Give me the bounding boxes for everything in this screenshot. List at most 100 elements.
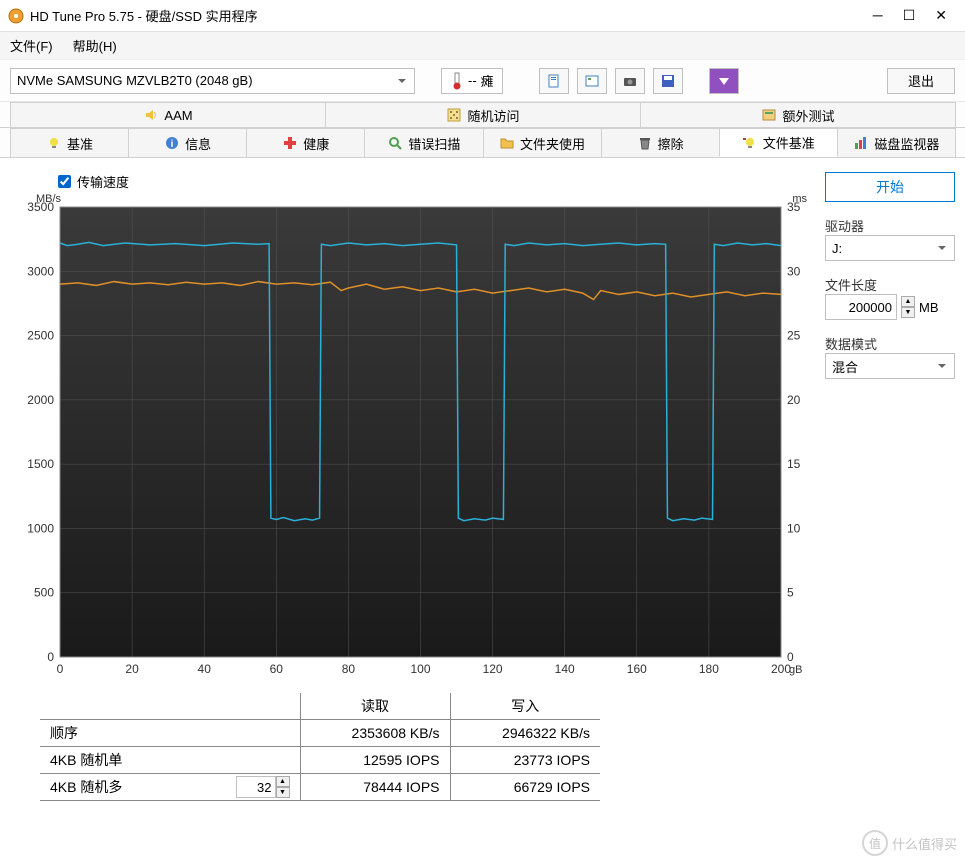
queue-depth-input[interactable]: [236, 776, 276, 798]
tab-benchmark[interactable]: 基准: [10, 128, 129, 157]
scan-icon: [387, 135, 403, 151]
side-panel: 开始 驱动器 J: 文件长度 ▲▼ MB 数据模式 混合: [825, 168, 955, 864]
svg-text:160: 160: [627, 662, 647, 676]
menu-file[interactable]: 文件(F): [10, 36, 53, 55]
drive-selector-text: NVMe SAMSUNG MZVLB2T0 (2048 gB): [17, 73, 253, 88]
tab-extra-tests[interactable]: 额外测试: [640, 102, 956, 127]
header-read: 读取: [300, 693, 450, 720]
extra-icon: [761, 107, 777, 123]
screenshot-button[interactable]: [615, 68, 645, 94]
data-mode-select[interactable]: 混合: [825, 353, 955, 379]
speaker-icon: [143, 107, 159, 123]
save-icon: [660, 73, 676, 89]
file-length-input[interactable]: [825, 294, 897, 320]
svg-text:15: 15: [787, 457, 801, 471]
file-length-unit: MB: [919, 300, 939, 315]
tab-disk-monitor[interactable]: 磁盘监视器: [837, 128, 956, 157]
bulb-icon: [46, 135, 62, 151]
tabs-row-1: AAM 随机访问 额外测试: [0, 102, 965, 128]
copy-info-button[interactable]: [539, 68, 569, 94]
transfer-speed-checkbox-row: 传输速度: [10, 168, 811, 197]
transfer-speed-checkbox[interactable]: [58, 175, 71, 188]
svg-text:3000: 3000: [27, 264, 54, 278]
monitor-icon: [853, 135, 869, 151]
window-title: HD Tune Pro 5.75 - 硬盘/SSD 实用程序: [30, 6, 873, 25]
svg-text:i: i: [171, 139, 174, 150]
svg-text:100: 100: [410, 662, 430, 676]
clipboard-icon: [584, 73, 600, 89]
tabs-row-2: 基准 i信息 健康 错误扫描 文件夹使用 擦除 文件基准 磁盘监视器: [0, 128, 965, 158]
close-button[interactable]: ✕: [935, 7, 947, 24]
qd-down[interactable]: ▼: [276, 787, 290, 798]
maximize-button[interactable]: ☐: [903, 7, 916, 24]
tab-aam[interactable]: AAM: [10, 102, 326, 127]
menu-help[interactable]: 帮助(H): [73, 36, 117, 55]
file-length-down[interactable]: ▼: [901, 307, 915, 318]
temperature-display: -- 瘫: [441, 68, 503, 94]
svg-text:2500: 2500: [27, 329, 54, 343]
health-icon: [282, 135, 298, 151]
header-write: 写入: [450, 693, 600, 720]
tab-file-benchmark[interactable]: 文件基准: [719, 128, 838, 157]
tab-health[interactable]: 健康: [246, 128, 365, 157]
svg-text:40: 40: [198, 662, 212, 676]
svg-text:1500: 1500: [27, 457, 54, 471]
minimize-button[interactable]: ─: [873, 7, 883, 24]
save-button[interactable]: [653, 68, 683, 94]
temp-unit: 瘫: [481, 71, 494, 90]
copy-screenshot-button[interactable]: [577, 68, 607, 94]
result-row-4kb-single: 4KB 随机单 12595 IOPS 23773 IOPS: [40, 747, 600, 774]
menu-bar: 文件(F) 帮助(H): [0, 32, 965, 60]
arrow-down-icon: [717, 74, 731, 88]
chart-container: MB/s ms 05001000150020002500300035000510…: [10, 197, 811, 687]
random-icon: [446, 107, 462, 123]
file-length-up[interactable]: ▲: [901, 296, 915, 307]
trash-icon: [637, 135, 653, 151]
tab-info[interactable]: i信息: [128, 128, 247, 157]
results-table: 读取 写入 顺序 2353608 KB/s 2946322 KB/s 4KB 随…: [40, 693, 811, 801]
svg-text:2000: 2000: [27, 393, 54, 407]
drive-label: 驱动器: [825, 216, 955, 235]
temp-value: --: [468, 73, 477, 88]
svg-text:10: 10: [787, 521, 801, 535]
transfer-speed-label: 传输速度: [77, 172, 129, 191]
svg-text:140: 140: [555, 662, 575, 676]
tab-folder-usage[interactable]: 文件夹使用: [483, 128, 602, 157]
result-row-sequential: 顺序 2353608 KB/s 2946322 KB/s: [40, 720, 600, 747]
start-button[interactable]: 开始: [825, 172, 955, 202]
svg-text:500: 500: [34, 586, 54, 600]
camera-icon: [622, 73, 638, 89]
options-button[interactable]: [709, 68, 739, 94]
benchmark-chart: 0500100015002000250030003500051015202530…: [10, 197, 811, 687]
svg-text:20: 20: [787, 393, 801, 407]
info-icon: i: [164, 135, 180, 151]
watermark-icon: 值: [862, 830, 888, 856]
title-bar: HD Tune Pro 5.75 - 硬盘/SSD 实用程序 ─ ☐ ✕: [0, 0, 965, 32]
tab-error-scan[interactable]: 错误扫描: [364, 128, 483, 157]
result-row-4kb-multi: 4KB 随机多 ▲▼ 78444 IOPS 66729 IOPS: [40, 774, 600, 801]
tab-random-access[interactable]: 随机访问: [325, 102, 641, 127]
content-area: 传输速度 MB/s ms 050010001500200025003000350…: [0, 158, 965, 864]
folder-icon: [499, 135, 515, 151]
drive-selector[interactable]: NVMe SAMSUNG MZVLB2T0 (2048 gB): [10, 68, 415, 94]
svg-text:180: 180: [699, 662, 719, 676]
svg-text:gB: gB: [789, 664, 802, 676]
qd-up[interactable]: ▲: [276, 776, 290, 787]
file-length-label: 文件长度: [825, 275, 955, 294]
exit-button[interactable]: 退出: [887, 68, 955, 94]
data-mode-label: 数据模式: [825, 334, 955, 353]
watermark: 值 什么值得买: [862, 830, 957, 856]
app-icon: [8, 8, 24, 24]
tab-erase[interactable]: 擦除: [601, 128, 720, 157]
svg-text:1000: 1000: [27, 521, 54, 535]
chart-panel: 传输速度 MB/s ms 050010001500200025003000350…: [10, 168, 811, 864]
file-bench-icon: [742, 135, 758, 151]
svg-text:5: 5: [787, 586, 794, 600]
svg-text:20: 20: [125, 662, 139, 676]
svg-text:80: 80: [342, 662, 356, 676]
svg-text:120: 120: [483, 662, 503, 676]
svg-text:0: 0: [47, 650, 54, 664]
y-axis-left-unit: MB/s: [36, 193, 61, 205]
drive-letter-select[interactable]: J:: [825, 235, 955, 261]
svg-text:60: 60: [270, 662, 284, 676]
